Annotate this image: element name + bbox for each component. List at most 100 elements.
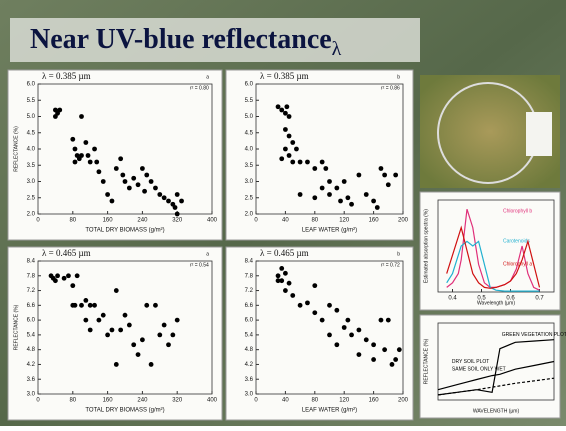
data-point xyxy=(284,104,289,109)
data-point xyxy=(327,332,332,337)
data-point xyxy=(349,332,354,337)
y-tick-label: 4.5 xyxy=(245,130,254,136)
data-point xyxy=(175,318,180,323)
data-point xyxy=(62,276,67,281)
data-point xyxy=(83,140,88,145)
data-point xyxy=(83,298,88,303)
data-point xyxy=(166,199,171,204)
data-point xyxy=(323,166,328,171)
data-point xyxy=(166,342,171,347)
data-point xyxy=(357,173,362,178)
data-point xyxy=(276,273,281,278)
data-point xyxy=(118,156,123,161)
r-squared: r² = 0.54 xyxy=(190,262,209,268)
data-point xyxy=(279,108,284,113)
series-label: Chlorophyll b xyxy=(503,208,532,214)
data-point xyxy=(79,153,84,158)
data-point xyxy=(162,195,167,200)
y-axis-label: REFLECTANCE (%) xyxy=(423,338,429,384)
data-point xyxy=(127,186,132,191)
data-point xyxy=(75,273,80,278)
data-point xyxy=(55,273,60,278)
data-point xyxy=(88,160,93,165)
data-point xyxy=(131,176,136,181)
x-axis-label: Wavelength (µm) xyxy=(477,300,515,306)
data-point xyxy=(101,179,106,184)
x-axis-label: LEAF WATER (g/m²) xyxy=(302,228,357,234)
data-point xyxy=(157,332,162,337)
data-point xyxy=(364,337,369,342)
data-point xyxy=(371,199,376,204)
y-tick-label: 8.4 xyxy=(245,259,254,265)
data-point xyxy=(305,160,310,165)
y-tick-label: 4.5 xyxy=(27,130,36,136)
series-label: Chlorophyll a xyxy=(503,262,532,268)
data-point xyxy=(290,140,295,145)
data-point xyxy=(110,328,115,333)
data-point xyxy=(276,278,281,283)
data-point xyxy=(320,186,325,191)
data-point xyxy=(290,293,295,298)
y-tick-label: 4.2 xyxy=(245,362,254,368)
data-point xyxy=(345,195,350,200)
x-tick-label: 0.7 xyxy=(535,296,544,302)
photo-card xyxy=(526,112,552,156)
data-point xyxy=(357,328,362,333)
data-point xyxy=(342,325,347,330)
data-point xyxy=(382,347,387,352)
y-tick-label: 4.0 xyxy=(245,147,254,153)
data-point xyxy=(283,288,288,293)
y-tick-label: 2.5 xyxy=(27,195,36,201)
data-point xyxy=(287,153,292,158)
series-label: GREEN VEGETATION PLOT xyxy=(502,332,566,338)
data-point xyxy=(298,192,303,197)
data-point xyxy=(149,179,154,184)
data-point xyxy=(57,108,62,113)
data-point xyxy=(390,362,395,367)
data-point xyxy=(127,323,132,328)
chart-title: λ = 0.465 µm xyxy=(260,248,309,258)
title-text: Near UV-blue reflectance xyxy=(30,24,332,55)
x-tick-label: 0.4 xyxy=(448,296,457,302)
data-point xyxy=(136,352,141,357)
data-point xyxy=(312,195,317,200)
y-tick-label: 3.0 xyxy=(245,392,254,398)
data-point xyxy=(170,332,175,337)
x-tick-label: 80 xyxy=(69,398,76,404)
y-tick-label: 5.0 xyxy=(245,114,254,120)
r-squared: r² = 0.80 xyxy=(190,85,209,91)
y-tick-label: 5.5 xyxy=(27,98,36,104)
y-tick-label: 3.6 xyxy=(245,377,254,383)
x-axis-label: WAVELENGTH (µm) xyxy=(473,408,520,414)
y-tick-label: 4.2 xyxy=(27,362,36,368)
data-point xyxy=(53,114,58,119)
data-point xyxy=(120,173,125,178)
data-point xyxy=(327,303,332,308)
data-point xyxy=(105,192,110,197)
panel-label: a xyxy=(206,251,209,257)
y-tick-label: 4.8 xyxy=(27,347,36,353)
data-point xyxy=(83,318,88,323)
y-tick-label: 7.8 xyxy=(27,273,36,279)
data-point xyxy=(279,156,284,161)
x-tick-label: 40 xyxy=(282,398,289,404)
data-point xyxy=(283,111,288,116)
y-tick-label: 7.8 xyxy=(245,273,254,279)
data-point xyxy=(97,169,102,174)
data-point xyxy=(73,160,78,165)
x-tick-label: 80 xyxy=(311,218,318,224)
data-point xyxy=(144,173,149,178)
data-point xyxy=(283,127,288,132)
data-point xyxy=(287,114,292,119)
chart-title: λ = 0.465 µm xyxy=(42,248,91,258)
data-point xyxy=(312,283,317,288)
data-point xyxy=(131,342,136,347)
chart-panel xyxy=(226,70,413,240)
x-tick-label: 120 xyxy=(339,398,350,404)
data-point xyxy=(79,303,84,308)
y-tick-label: 6.6 xyxy=(27,303,36,309)
data-point xyxy=(136,182,141,187)
chart-title: λ = 0.385 µm xyxy=(42,71,91,81)
data-point xyxy=(97,318,102,323)
x-tick-label: 160 xyxy=(369,398,380,404)
